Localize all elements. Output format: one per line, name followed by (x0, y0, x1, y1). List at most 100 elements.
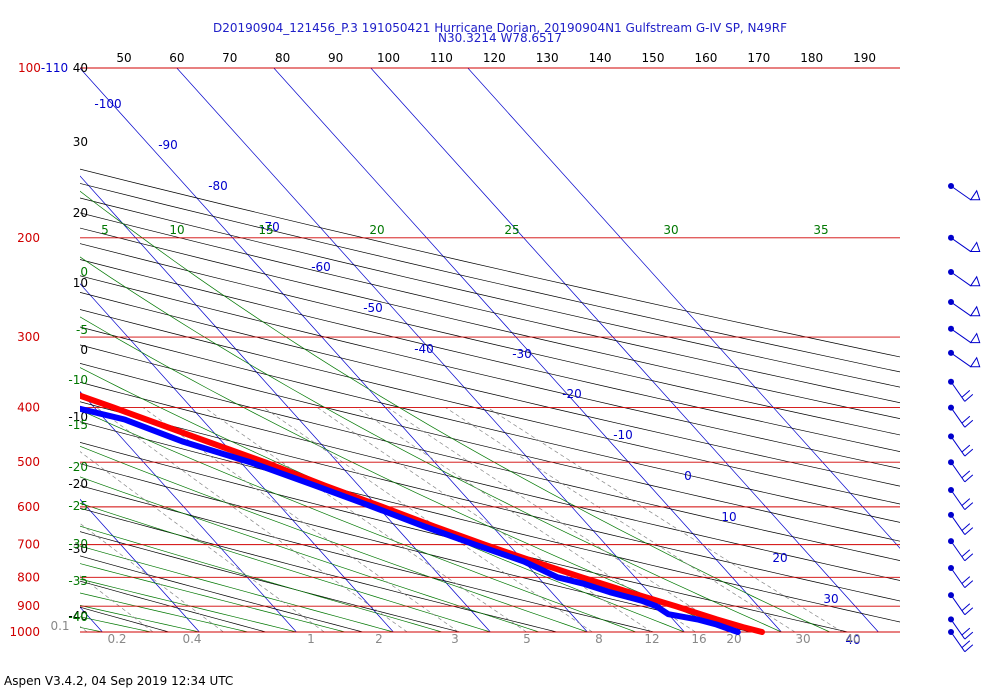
altitude-label: 20 (73, 206, 88, 220)
moist-adiabat-line (80, 316, 734, 633)
wind-barb-flag (969, 275, 981, 287)
pressure-label: 1000 (9, 625, 40, 639)
wind-barb-feather (961, 498, 974, 510)
pressure-label: 400 (17, 401, 40, 415)
dry-adiabat-line (80, 168, 900, 358)
top-axis-label: 80 (275, 51, 290, 65)
temperature-profile (80, 392, 765, 635)
isotherm-label: -30 (512, 347, 532, 361)
chart-subtitle: N30.3214 W78.6517 (438, 31, 562, 45)
dry-adiabat-line (80, 507, 557, 633)
moist-adiabat-line (80, 578, 297, 633)
isotherm-label: -20 (562, 387, 582, 401)
wind-barb-feather (961, 470, 974, 483)
mixing-ratio-label: 12 (644, 632, 659, 646)
isotherm-label: 0 (684, 469, 692, 483)
moist-adiabat-label: 10 (169, 223, 184, 237)
mixing-ratio-line (387, 407, 731, 633)
mixing-ratio-line (204, 407, 527, 633)
top-axis-label: 110 (430, 51, 453, 65)
wind-barb-staff (950, 514, 966, 535)
moist-adiabat-line (80, 445, 588, 633)
moist-adiabat-line (80, 190, 831, 633)
dry-adiabat-line (80, 442, 848, 633)
wind-barb-staff (950, 271, 971, 287)
wind-barb-dot (948, 433, 954, 440)
wind-barb-staff (950, 185, 971, 201)
dry-adiabat-line (80, 212, 900, 404)
wind-barb-dot (948, 538, 954, 545)
isotherm-label: -70 (260, 220, 280, 234)
isotherm-line (80, 175, 491, 633)
dry-adiabat-line (80, 243, 900, 436)
wind-barb-staff (950, 407, 966, 428)
wind-barb-dot (948, 616, 954, 623)
isotherm-line (467, 68, 900, 549)
moist-adiabat-line (80, 545, 394, 633)
dry-adiabat-line (80, 555, 363, 633)
isotherm-line (80, 498, 200, 633)
top-axis-label: 190 (853, 51, 876, 65)
top-axis-label: 50 (116, 51, 131, 65)
top-axis-label: 160 (694, 51, 717, 65)
moist-adiabat-label: -20 (68, 460, 88, 474)
wind-barb-staff (950, 436, 966, 457)
isotherm-line (273, 68, 782, 633)
mixing-ratio-line (80, 451, 325, 633)
wind-barb-feather (961, 576, 974, 588)
wind-barb-feather (961, 390, 974, 402)
altitude-label: 40 (73, 61, 88, 75)
top-axis-label: 170 (747, 51, 770, 65)
dry-adiabat-line (80, 275, 900, 469)
isotherm-label: -10 (613, 428, 633, 442)
wind-barb-staff (950, 631, 966, 652)
isotherm-line (80, 283, 394, 633)
isotherm-line (370, 68, 879, 633)
isotherm-label: -50 (363, 301, 383, 315)
wind-barb-dot (948, 511, 954, 518)
mixing-ratio-label: 0.2 (107, 632, 126, 646)
isotherm-label: 40 (845, 633, 860, 647)
moist-adiabat-line (80, 367, 685, 633)
dry-adiabat-line (80, 580, 266, 633)
dry-adiabat-line (80, 401, 900, 602)
mixing-ratio-label: 0.1 (50, 619, 69, 633)
top-axis-label: 90 (328, 51, 343, 65)
isotherm-label: -60 (311, 260, 331, 274)
isotherm-line (0, 68, 5, 632)
isotherm-label: 10 (721, 510, 736, 524)
dry-adiabat-line (80, 381, 900, 581)
moist-adiabat-label: 15 (258, 223, 273, 237)
wind-barb-feather (961, 549, 974, 562)
isotherm-line (80, 391, 297, 633)
altitude-label: 0 (80, 343, 88, 357)
moist-adiabat-line (80, 563, 345, 633)
dry-adiabat-line (80, 363, 900, 561)
moist-adiabat-label: 25 (504, 223, 519, 237)
mixing-ratio-label: 0.4 (182, 632, 201, 646)
isotherm-label: -40 (414, 342, 434, 356)
dry-adiabat-line (80, 485, 654, 633)
wind-barb-staff (950, 567, 966, 588)
moist-adiabat-label: -35 (68, 574, 88, 588)
wind-barb-dot (948, 269, 954, 275)
wind-barb-staff (950, 489, 966, 510)
wind-barb-flag (969, 356, 981, 368)
mixing-ratio-label: 20 (726, 632, 741, 646)
mixing-ratio-label: 5 (523, 632, 531, 646)
pressure-label: 900 (17, 599, 40, 613)
mixing-ratio-label: 2 (375, 632, 383, 646)
isotherm-line (80, 68, 588, 633)
altitude-label: -10 (68, 410, 88, 424)
moist-adiabat-label: 0 (80, 265, 88, 279)
wind-barb-feather (961, 640, 974, 653)
dry-adiabat-line (80, 463, 751, 633)
top-axis-label: 140 (589, 51, 612, 65)
moist-adiabat-label: -25 (68, 499, 88, 513)
mixing-ratio-line (317, 407, 652, 633)
isotherm-label: -90 (158, 138, 178, 152)
wind-barb-staff (950, 619, 966, 640)
footer-version: Aspen V3.4.2, 04 Sep 2019 12:34 UTC (4, 674, 234, 688)
isotherm-label: 30 (823, 592, 838, 606)
moist-adiabat-line (80, 476, 540, 633)
